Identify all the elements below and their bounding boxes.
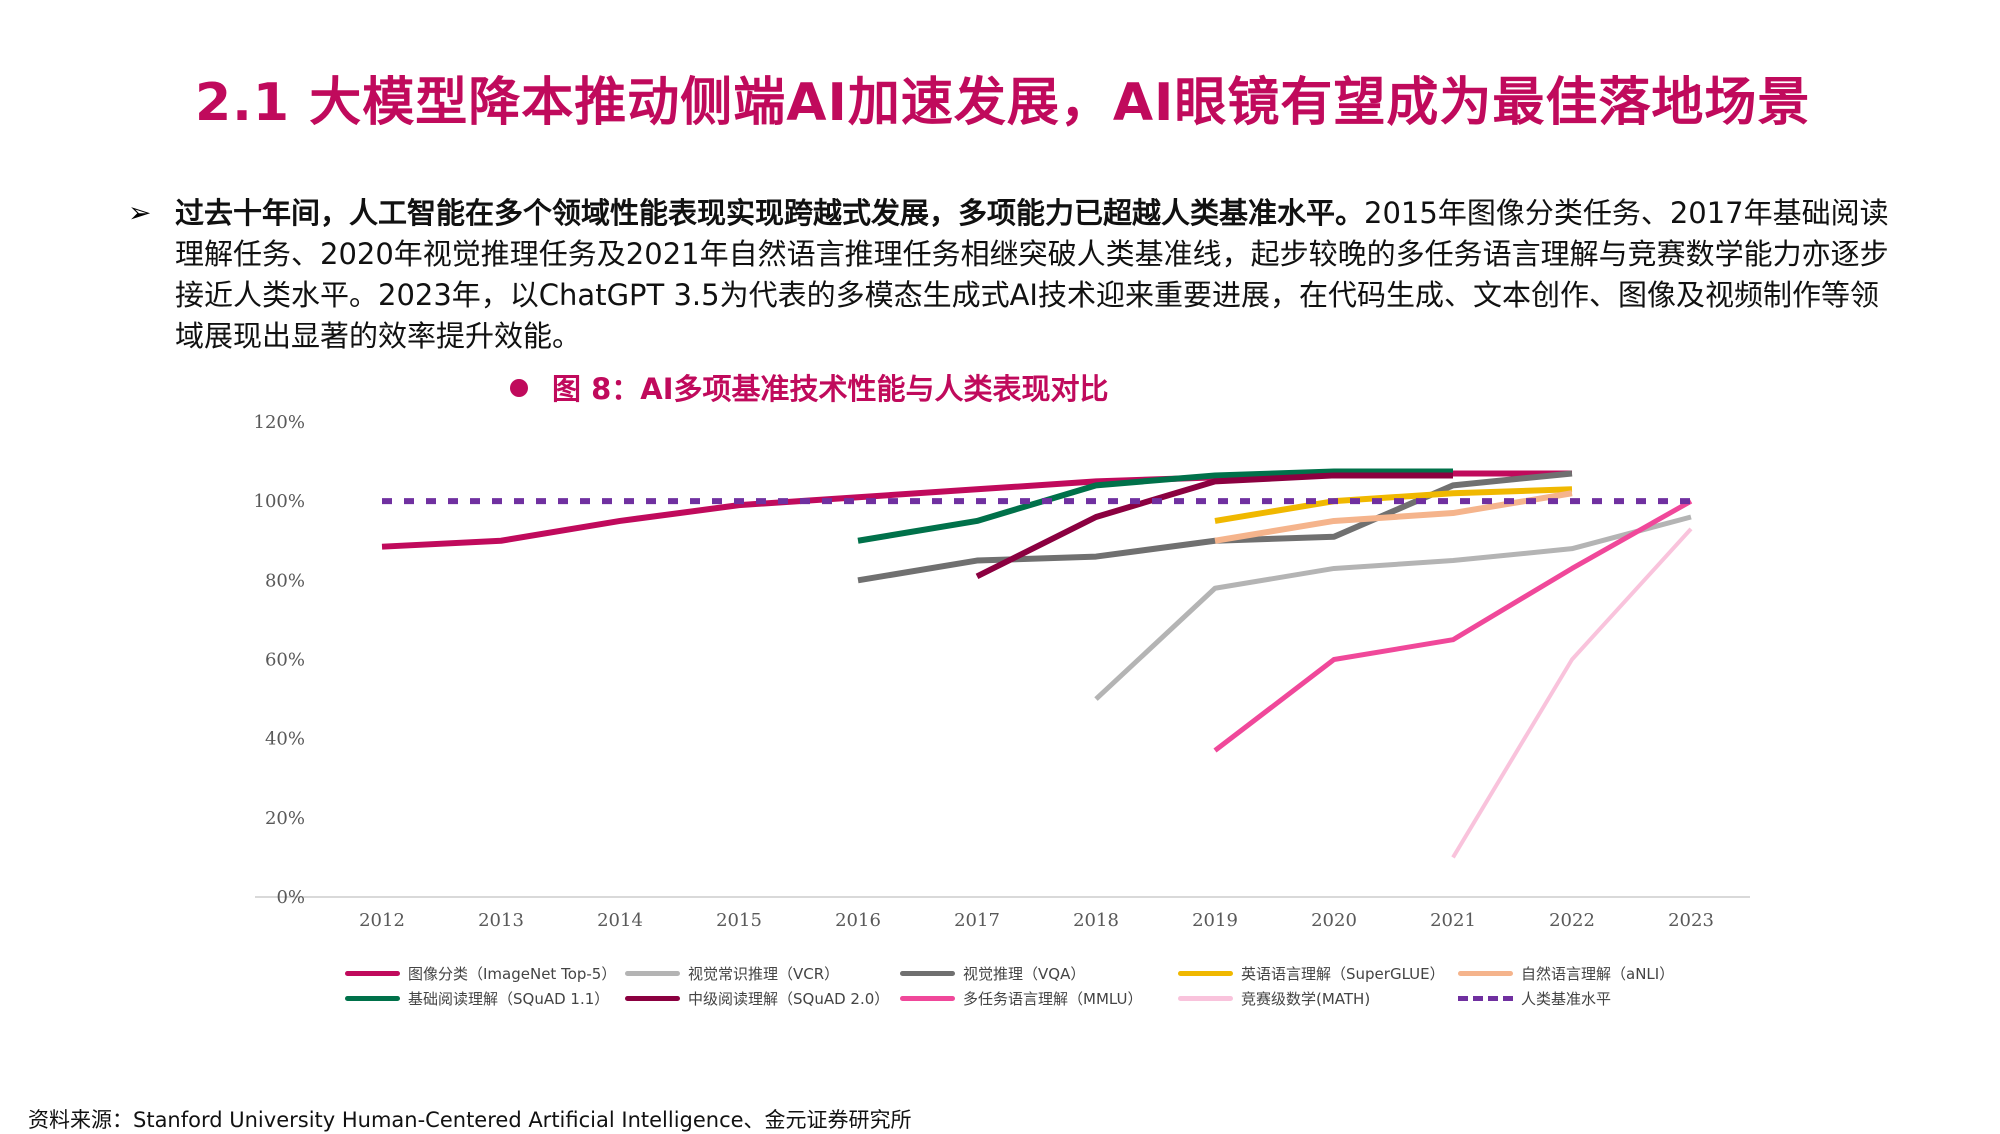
x-tick-label: 2023 bbox=[1668, 910, 1714, 931]
source-note: 资料来源：Stanford University Human-Centered … bbox=[28, 1108, 912, 1132]
legend-swatch bbox=[1178, 996, 1233, 1001]
figure-caption: 图 8：AI多项基准技术性能与人类表现对比 bbox=[510, 366, 1109, 408]
legend-item: 图像分类（ImageNet Top-5） bbox=[345, 963, 616, 984]
bullet-dot-icon bbox=[510, 379, 528, 397]
legend-label: 视觉常识推理（VCR） bbox=[688, 965, 840, 983]
legend-label: 图像分类（ImageNet Top-5） bbox=[408, 965, 617, 983]
page-title: 2.1 大模型降本推动侧端AI加速发展，AI眼镜有望成为最佳落地场景 bbox=[195, 73, 1811, 133]
legend-swatch bbox=[900, 971, 955, 976]
y-tick-label: 40% bbox=[265, 729, 305, 750]
x-tick-label: 2013 bbox=[478, 910, 524, 931]
x-tick-label: 2012 bbox=[359, 910, 405, 931]
legend-item: 视觉推理（VQA） bbox=[900, 963, 1085, 984]
legend-label: 人类基准水平 bbox=[1521, 990, 1612, 1008]
body-paragraph: 过去十年间，人工智能在多个领域性能表现实现跨越式发展，多项能力已超越人类基准水平… bbox=[175, 193, 1895, 357]
body-text: 2015年图像分类任务、2017年基础阅读理解任务、2020年视觉推理任务及20… bbox=[175, 196, 1889, 353]
legend-swatch bbox=[345, 971, 400, 976]
legend-label: 视觉推理（VQA） bbox=[963, 965, 1086, 983]
body-bold-text: 过去十年间，人工智能在多个领域性能表现实现跨越式发展，多项能力已超越人类基准水平… bbox=[175, 196, 1365, 230]
legend-swatch bbox=[1458, 996, 1513, 1001]
y-tick-label: 0% bbox=[276, 887, 305, 908]
series-line-1 bbox=[1094, 514, 1692, 701]
series-line-6 bbox=[975, 472, 1453, 580]
legend-swatch bbox=[345, 996, 400, 1001]
legend-swatch bbox=[625, 996, 680, 1001]
x-tick-label: 2016 bbox=[835, 910, 881, 931]
figure-caption-text: 图 8：AI多项基准技术性能与人类表现对比 bbox=[552, 372, 1109, 406]
y-tick-label: 80% bbox=[265, 570, 305, 591]
x-tick-label: 2022 bbox=[1549, 910, 1595, 931]
legend-label: 中级阅读理解（SQuAD 2.0） bbox=[688, 990, 890, 1008]
legend-item: 多任务语言理解（MMLU） bbox=[900, 988, 1142, 1009]
legend-swatch bbox=[625, 971, 680, 976]
legend-label: 自然语言理解（aNLI） bbox=[1521, 965, 1675, 983]
legend-item: 英语语言理解（SuperGLUE） bbox=[1178, 963, 1445, 984]
legend-label: 英语语言理解（SuperGLUE） bbox=[1241, 965, 1445, 983]
legend-swatch bbox=[1458, 971, 1513, 976]
legend-item: 视觉常识推理（VCR） bbox=[625, 963, 839, 984]
y-tick-label: 120% bbox=[254, 412, 305, 433]
bullet-arrow-icon: ➢ bbox=[128, 196, 152, 229]
legend-item: 自然语言理解（aNLI） bbox=[1458, 963, 1674, 984]
series-line-5 bbox=[857, 468, 1453, 544]
legend-item: 中级阅读理解（SQuAD 2.0） bbox=[625, 988, 889, 1009]
series-line-3 bbox=[1214, 486, 1573, 524]
x-tick-label: 2014 bbox=[597, 910, 643, 931]
legend-swatch bbox=[900, 996, 955, 1001]
series-line-7 bbox=[1213, 498, 1693, 753]
legend-item: 竞赛级数学(MATH) bbox=[1178, 988, 1370, 1009]
x-tick-label: 2015 bbox=[716, 910, 762, 931]
x-tick-label: 2020 bbox=[1311, 910, 1357, 931]
y-tick-label: 100% bbox=[254, 491, 305, 512]
legend-label: 竞赛级数学(MATH) bbox=[1241, 990, 1371, 1008]
legend-item: 人类基准水平 bbox=[1458, 988, 1611, 1009]
legend-label: 基础阅读理解（SQuAD 1.1） bbox=[408, 990, 610, 1008]
y-tick-label: 60% bbox=[265, 650, 305, 671]
legend-item: 基础阅读理解（SQuAD 1.1） bbox=[345, 988, 609, 1009]
legend-label: 多任务语言理解（MMLU） bbox=[963, 990, 1143, 1008]
x-tick-label: 2017 bbox=[954, 910, 1000, 931]
series-line-8 bbox=[1451, 527, 1693, 859]
x-tick-label: 2019 bbox=[1192, 910, 1238, 931]
y-tick-label: 20% bbox=[265, 808, 305, 829]
legend-swatch bbox=[1178, 971, 1233, 976]
x-tick-label: 2018 bbox=[1073, 910, 1119, 931]
x-tick-label: 2021 bbox=[1430, 910, 1476, 931]
